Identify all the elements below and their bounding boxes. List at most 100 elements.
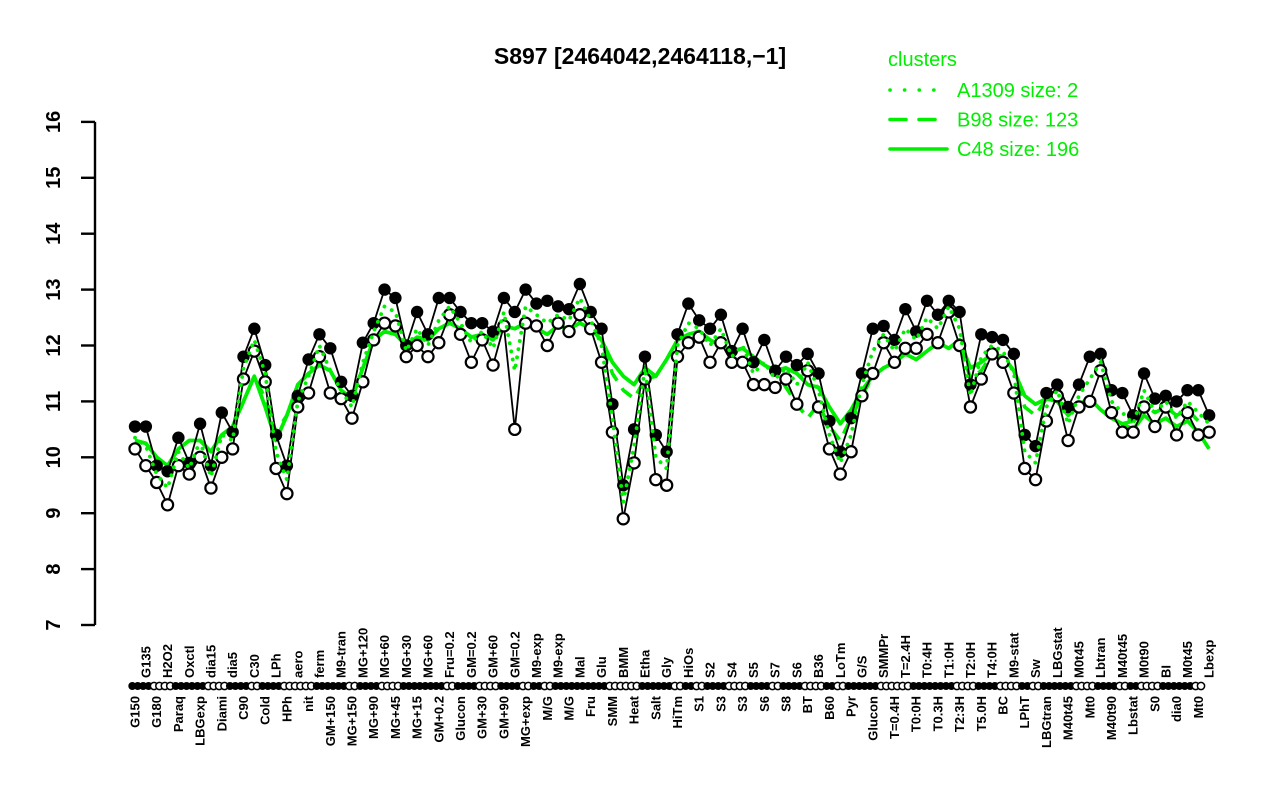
x-axis-label: aero	[290, 650, 305, 678]
x-axis-label: MG+45	[388, 696, 403, 739]
x-axis-label: dia0	[1169, 696, 1184, 722]
y-axis-tick-label: 15	[43, 167, 65, 189]
data-point-filled	[573, 277, 587, 291]
x-axis-label: Fru=0.2	[442, 631, 457, 678]
y-axis-tick-label: 16	[43, 111, 65, 133]
data-point-filled	[551, 300, 565, 313]
x-axis-label: Glucon	[453, 696, 468, 741]
x-axis-label: H2O2	[160, 644, 175, 678]
x-axis-label: MG+60	[377, 635, 392, 678]
data-point-filled	[996, 333, 1010, 347]
x-axis-label: GM+30	[475, 696, 490, 739]
x-axis-label: Heat	[627, 695, 642, 724]
x-axis-marker-strip	[128, 681, 1206, 691]
x-axis-label: Paraq	[171, 696, 186, 732]
x-axis-label: Lbtran	[1093, 638, 1108, 679]
data-point-filled	[172, 431, 185, 444]
x-axis-label: T0:0H	[909, 696, 924, 732]
data-point-open	[1028, 472, 1043, 487]
data-point-open	[301, 386, 316, 400]
data-point-open	[410, 338, 424, 353]
x-axis-label: M9-tran	[334, 631, 349, 678]
x-axis-label: LPhT	[1017, 696, 1032, 729]
data-point-open	[1169, 428, 1184, 442]
data-point-open	[681, 336, 696, 350]
x-axis-label: B36	[811, 654, 826, 678]
x-axis-label: MG+30	[399, 635, 414, 678]
x-axis-label: dia5	[225, 652, 240, 678]
data-point-open	[898, 341, 913, 355]
data-point-open	[508, 422, 522, 437]
x-axis-label: Mt0	[1191, 696, 1206, 718]
data-point-filled	[1192, 384, 1205, 397]
x-axis-label: MG+90	[366, 696, 381, 739]
data-point-filled	[128, 420, 142, 433]
data-point-open	[1137, 400, 1151, 414]
x-axis-label: M9-stat	[1006, 632, 1021, 678]
data-point-filled	[1007, 347, 1021, 361]
data-point-filled	[714, 308, 728, 321]
y-axis: 7 8 9 10 11 12 13 14 15 16	[43, 111, 97, 631]
data-point-filled	[682, 297, 695, 310]
data-point-open	[703, 355, 717, 369]
data-point-open	[486, 358, 500, 372]
data-point-filled	[736, 322, 749, 335]
data-point-filled	[443, 291, 456, 305]
data-point-filled	[638, 350, 652, 363]
data-point-filled	[725, 344, 738, 358]
data-point-filled	[1202, 409, 1216, 422]
x-axis-label: S2	[703, 662, 718, 678]
x-axis-label: S4	[724, 661, 739, 678]
x-axis-label: Mt0	[1082, 696, 1097, 718]
plot-title: S897 [2464042,2464118,−1]	[494, 43, 786, 69]
data-point-open	[920, 327, 934, 342]
data-point-filled	[226, 425, 239, 439]
x-axis-label: M9-exp	[529, 633, 544, 678]
legend-title: clusters	[888, 49, 957, 71]
data-point-filled	[1051, 378, 1064, 391]
data-point-filled	[747, 356, 760, 369]
data-point-open	[1083, 394, 1097, 409]
data-point-filled	[758, 333, 771, 347]
data-point-filled	[1137, 367, 1151, 380]
data-point-filled	[1148, 392, 1162, 405]
x-axis-label: S8	[779, 696, 794, 712]
strip-marker-open	[1196, 681, 1206, 691]
data-point-open	[139, 458, 153, 473]
x-axis-label: GM=0.2	[464, 631, 479, 678]
x-axis-label: Lbstat	[1126, 695, 1141, 735]
data-point-open	[746, 377, 761, 392]
data-point-open	[768, 380, 782, 395]
data-point-open	[551, 316, 565, 330]
data-point-filled	[1159, 389, 1172, 403]
x-axis-label: Lbexp	[1202, 640, 1217, 678]
x-axis-label: S3	[713, 696, 728, 712]
data-point-filled	[139, 420, 153, 433]
data-point-filled	[1094, 347, 1107, 361]
data-point-open	[1017, 461, 1032, 476]
x-axis-label: S0	[1147, 696, 1162, 712]
data-point-open	[345, 411, 359, 425]
y-axis-tick-label: 13	[43, 278, 65, 300]
data-point-filled	[410, 305, 424, 319]
x-axis-label: T2:0H	[963, 642, 978, 678]
x-axis-label: G/S	[854, 655, 869, 678]
data-point-open	[887, 355, 902, 369]
data-point-filled	[1072, 378, 1086, 391]
x-axis-label: Oxctl	[182, 645, 197, 678]
data-point-open	[659, 478, 674, 492]
data-point-filled	[476, 316, 489, 330]
x-axis-label: G150	[128, 696, 143, 728]
x-axis-label: MG+120	[355, 628, 370, 678]
data-point-filled	[834, 445, 847, 458]
data-point-open	[432, 336, 446, 350]
data-point-open	[779, 372, 793, 386]
data-point-open	[225, 442, 240, 456]
x-axis-label: Mal	[572, 656, 587, 678]
x-axis-label: LPh	[269, 653, 284, 678]
x-axis-label: S7	[768, 662, 783, 678]
data-point-open	[280, 486, 294, 501]
data-point-filled	[1116, 386, 1129, 400]
x-axis-label: Salt	[648, 695, 663, 720]
x-axis-label: T0.3H	[930, 696, 945, 731]
